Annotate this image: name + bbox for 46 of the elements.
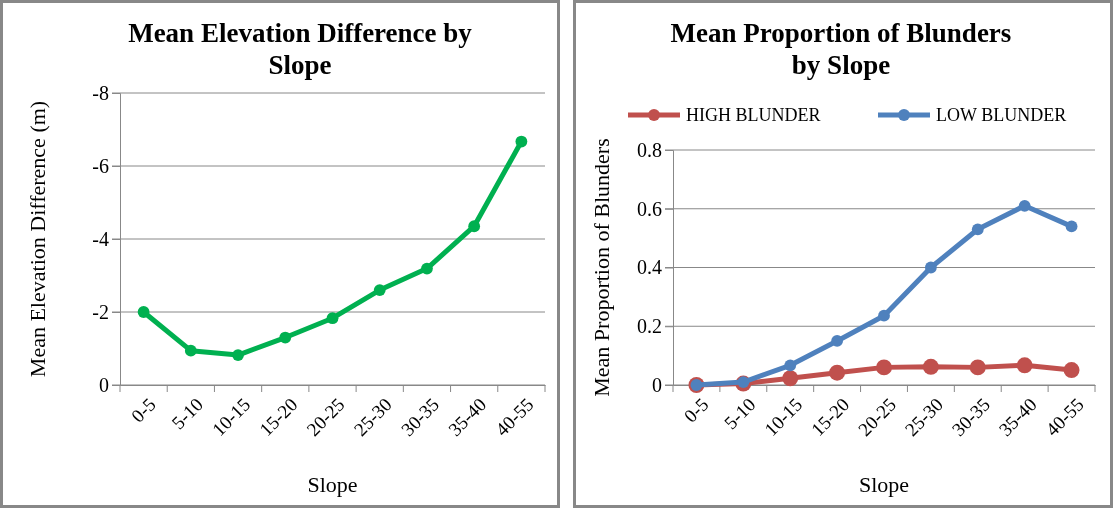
point: [1018, 199, 1031, 212]
y-tick-label: -4: [92, 227, 109, 250]
y-tick-label: 0.2: [637, 315, 662, 338]
point: [971, 223, 984, 236]
y-axis-title: Mean Proportion of Blunders: [589, 138, 614, 397]
point: [831, 335, 844, 347]
y-tick-label: 0.6: [637, 197, 662, 220]
point: [829, 364, 846, 381]
point: [184, 344, 197, 357]
point: [784, 359, 797, 372]
y-tick-label: -6: [92, 154, 109, 177]
y-tick-label: 0: [652, 373, 662, 396]
x-tick-label: 0-5: [679, 393, 713, 427]
chart-title: Mean Proportion of Blunders by Slope: [670, 18, 1012, 80]
y-tick-label: -8: [92, 81, 109, 104]
point: [137, 306, 150, 318]
x-tick-label: 0-5: [127, 393, 160, 427]
point: [515, 135, 528, 148]
legend-label: LOW BLUNDER: [936, 105, 1067, 125]
x-tick-label: 5-10: [167, 393, 207, 434]
point: [1016, 357, 1033, 374]
y-tick-label: 0.4: [637, 256, 662, 279]
point: [876, 359, 892, 376]
y-axis-title: Mean Elevation Difference (m): [25, 100, 50, 378]
point: [969, 359, 986, 376]
legend-label: HIGH BLUNDER: [686, 105, 821, 125]
y-tick-label: 0.8: [637, 138, 662, 161]
x-axis-title: Slope: [858, 472, 910, 497]
point: [232, 349, 244, 361]
x-axis-title: Slope: [307, 472, 358, 497]
point: [878, 309, 890, 322]
point: [468, 220, 481, 233]
point: [924, 261, 937, 274]
point: [922, 358, 939, 375]
point: [326, 312, 339, 325]
chart-title: Mean Elevation Difference by Slope: [128, 18, 473, 80]
point: [279, 331, 292, 344]
point: [1065, 220, 1078, 233]
point: [782, 370, 799, 387]
y-tick-label: -2: [92, 300, 109, 323]
y-tick-label: 0: [99, 373, 109, 396]
x-tick-label: 5-10: [720, 393, 760, 434]
point: [1063, 362, 1080, 378]
point: [373, 284, 386, 297]
point: [421, 262, 433, 275]
point: [737, 376, 750, 388]
